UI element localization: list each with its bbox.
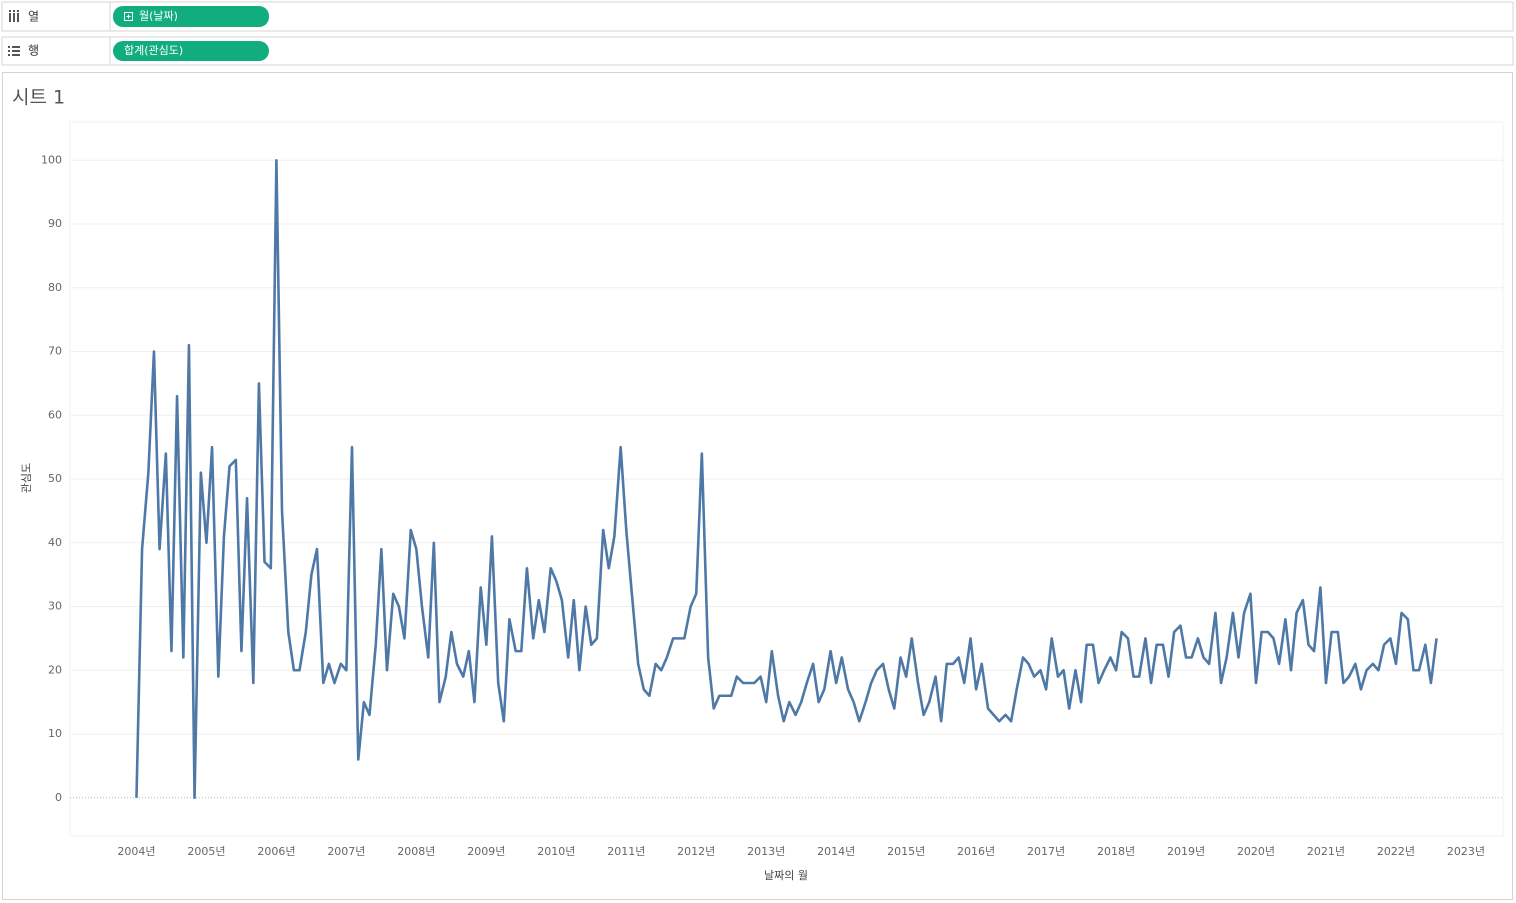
x-tick-label: 2013년 <box>747 845 785 858</box>
shelf-label: 열 <box>28 10 39 24</box>
x-tick-label: 2017년 <box>1027 845 1065 858</box>
columns-shelf: 열 월(날짜) <box>1 1 1514 32</box>
rows-shelf: 행 합계(관심도) <box>1 36 1514 66</box>
x-tick-label: 2011년 <box>607 845 645 858</box>
y-tick-label: 70 <box>48 345 62 358</box>
shelf-label: 행 <box>28 43 39 58</box>
plot-area: 0 10 20 30 40 50 60 70 80 90 100 2004년 2005년 2006년 200… <box>41 121 1504 858</box>
x-tick-label: 2015년 <box>887 845 925 858</box>
y-tick-label: 40 <box>48 536 62 549</box>
rows-icon <box>8 46 20 56</box>
pill-text[interactable]: 합계(관심도) <box>124 44 183 57</box>
x-tick-label: 2020년 <box>1237 845 1275 858</box>
x-tick-label: 2012년 <box>677 845 715 858</box>
x-tick-label: 2014년 <box>817 845 855 858</box>
x-tick-label: 2008년 <box>397 845 435 858</box>
x-tick-label: 2019년 <box>1167 845 1205 858</box>
expand-icon[interactable] <box>124 12 133 21</box>
pill[interactable] <box>113 41 269 61</box>
columns-icon <box>9 10 19 22</box>
x-tick-label: 2004년 <box>117 845 155 858</box>
pill[interactable] <box>113 6 269 27</box>
x-tick-label: 2010년 <box>537 845 575 858</box>
x-tick-label: 2023년 <box>1447 845 1485 858</box>
x-tick-label: 2009년 <box>467 845 505 858</box>
sheet-title: 시트 1 <box>12 87 65 109</box>
y-tick-label: 20 <box>48 663 62 676</box>
x-axis-title: 날짜의 월 <box>764 869 808 882</box>
y-tick-label: 90 <box>48 217 62 230</box>
x-tick-label: 2006년 <box>257 845 295 858</box>
y-tick-label: 10 <box>48 727 62 740</box>
pill-text[interactable]: 월(날짜) <box>139 10 178 23</box>
y-tick-label: 80 <box>48 281 62 294</box>
y-tick-label: 100 <box>41 153 62 166</box>
x-tick-label: 2021년 <box>1307 845 1345 858</box>
x-tick-label: 2005년 <box>187 845 225 858</box>
x-tick-label: 2022년 <box>1377 845 1415 858</box>
x-tick-label: 2016년 <box>957 845 995 858</box>
y-tick-label: 50 <box>48 472 62 485</box>
x-tick-label: 2007년 <box>327 845 365 858</box>
y-tick-label: 60 <box>48 408 62 421</box>
data-line <box>135 158 1438 800</box>
y-axis-title: 관심도 <box>20 463 33 493</box>
x-tick-label: 2018년 <box>1097 845 1135 858</box>
y-tick-label: 0 <box>55 791 62 804</box>
y-tick-label: 30 <box>48 600 62 613</box>
